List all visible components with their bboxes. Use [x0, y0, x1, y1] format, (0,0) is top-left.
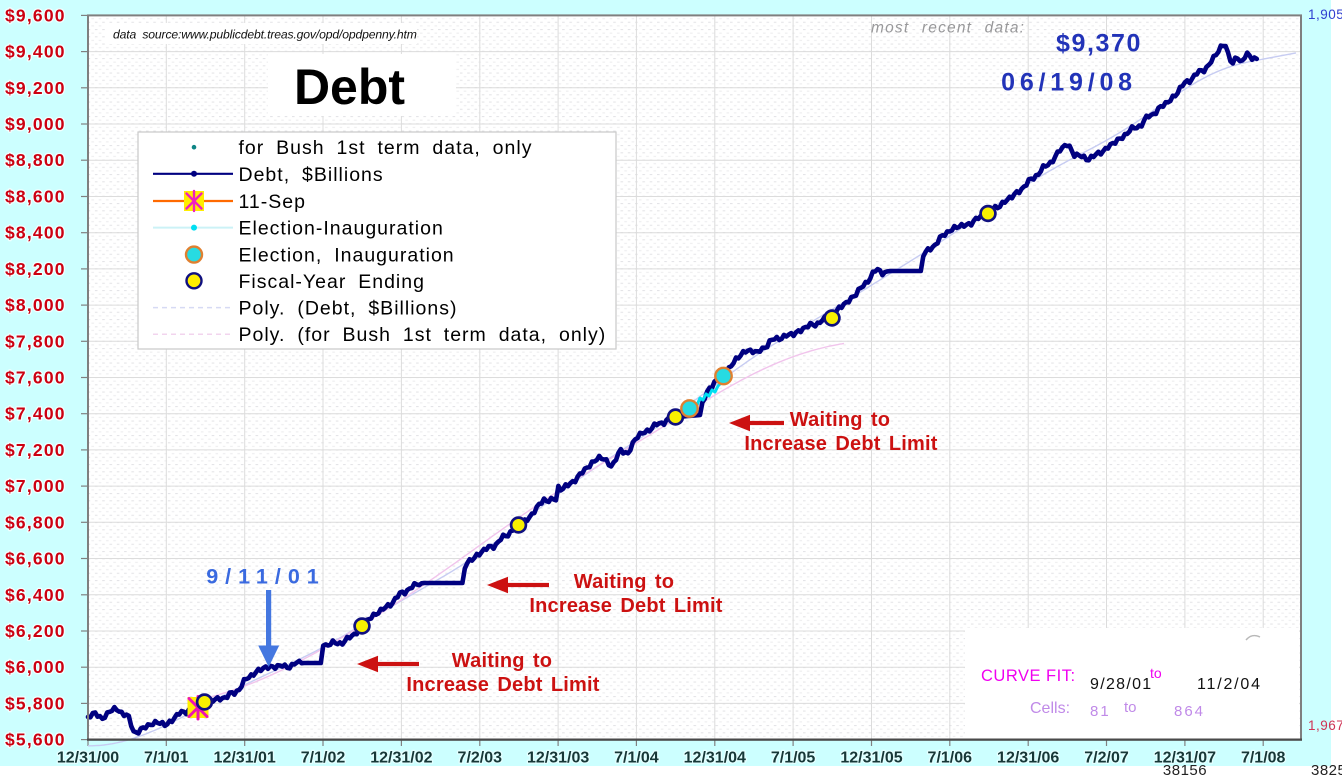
svg-text:for Bush 1st term data, only: for Bush 1st term data, only — [239, 137, 533, 159]
svg-text:12/31/07: 12/31/07 — [1154, 750, 1216, 767]
svg-text:11/2/04: 11/2/04 — [1197, 676, 1262, 693]
svg-text:7/1/01: 7/1/01 — [144, 750, 189, 767]
svg-text:38258: 38258 — [1311, 762, 1342, 776]
svg-text:1,967: 1,967 — [1308, 718, 1342, 733]
svg-text:$5,600: $5,600 — [5, 730, 66, 750]
svg-text:$8,600: $8,600 — [5, 187, 66, 207]
svg-text:$8,400: $8,400 — [5, 223, 66, 243]
svg-text:data source:www.publicdebt.tre: data source:www.publicdebt.treas.gov/opd… — [113, 28, 417, 42]
svg-text:Waiting to: Waiting to — [790, 409, 890, 431]
svg-text:7/2/07: 7/2/07 — [1084, 750, 1129, 767]
svg-text:Cells:: Cells: — [1030, 700, 1070, 717]
svg-text:7/1/08: 7/1/08 — [1241, 750, 1286, 767]
svg-text:$9,370: $9,370 — [1056, 30, 1142, 58]
svg-text:7/1/05: 7/1/05 — [771, 750, 816, 767]
svg-text:$6,600: $6,600 — [5, 549, 66, 569]
svg-text:to: to — [1150, 665, 1162, 681]
svg-text:06/19/08: 06/19/08 — [1001, 69, 1137, 97]
svg-text:Fiscal-Year Ending: Fiscal-Year Ending — [239, 271, 425, 293]
svg-text:81: 81 — [1090, 703, 1111, 720]
svg-text:7/1/04: 7/1/04 — [614, 750, 659, 767]
svg-text:$8,000: $8,000 — [5, 295, 66, 315]
svg-text:Debt: Debt — [294, 59, 405, 115]
svg-text:9/28/01: 9/28/01 — [1090, 676, 1152, 693]
svg-text:12/31/05: 12/31/05 — [840, 750, 902, 767]
svg-text:12/31/06: 12/31/06 — [997, 750, 1059, 767]
svg-text:$7,800: $7,800 — [5, 331, 66, 351]
svg-text:7/2/03: 7/2/03 — [458, 750, 503, 767]
svg-text:CURVE FIT:: CURVE FIT: — [981, 667, 1076, 685]
svg-text:$6,200: $6,200 — [5, 621, 66, 641]
svg-text:Increase Debt Limit: Increase Debt Limit — [406, 674, 599, 696]
svg-text:Increase Debt Limit: Increase Debt Limit — [529, 595, 722, 617]
svg-text:1,905: 1,905 — [1308, 7, 1342, 22]
svg-text:Debt, $Billions: Debt, $Billions — [239, 164, 384, 186]
svg-text:12/31/02: 12/31/02 — [370, 750, 432, 767]
svg-text:$8,200: $8,200 — [5, 259, 66, 279]
svg-text:$6,800: $6,800 — [5, 512, 66, 532]
svg-text:to: to — [1124, 699, 1137, 716]
svg-text:$7,000: $7,000 — [5, 476, 66, 496]
svg-text:Poly. (Debt, $Billions): Poly. (Debt, $Billions) — [239, 298, 458, 320]
svg-text:$7,600: $7,600 — [5, 368, 66, 388]
svg-text:$9,600: $9,600 — [5, 5, 66, 25]
svg-text:$9,000: $9,000 — [5, 114, 66, 134]
svg-text:$7,400: $7,400 — [5, 404, 66, 424]
svg-text:most recent data:: most recent data: — [871, 20, 1025, 37]
svg-text:38156: 38156 — [1163, 762, 1207, 776]
svg-text:Waiting to: Waiting to — [574, 571, 674, 593]
svg-text:$7,200: $7,200 — [5, 440, 66, 460]
svg-text:7/1/06: 7/1/06 — [928, 750, 973, 767]
svg-text:Election-Inauguration: Election-Inauguration — [239, 218, 444, 240]
svg-text:12/31/03: 12/31/03 — [527, 750, 589, 767]
svg-text:Increase Debt Limit: Increase Debt Limit — [744, 433, 937, 455]
svg-text:$9,400: $9,400 — [5, 42, 66, 62]
svg-text:Waiting to: Waiting to — [452, 650, 552, 672]
svg-text:7/1/02: 7/1/02 — [301, 750, 346, 767]
svg-text:12/31/00: 12/31/00 — [57, 750, 119, 767]
svg-text:12/31/04: 12/31/04 — [684, 750, 746, 767]
svg-text:$6,400: $6,400 — [5, 585, 66, 605]
svg-text:$9,200: $9,200 — [5, 78, 66, 98]
svg-text:$6,000: $6,000 — [5, 657, 66, 677]
svg-text:9/11/01: 9/11/01 — [206, 565, 326, 589]
svg-text:11-Sep: 11-Sep — [239, 191, 306, 213]
svg-text:$5,800: $5,800 — [5, 693, 66, 713]
svg-text:Poly. (for Bush 1st term data,: Poly. (for Bush 1st term data, only) — [239, 324, 607, 346]
svg-text:864: 864 — [1174, 703, 1205, 720]
svg-text:12/31/01: 12/31/01 — [214, 750, 276, 767]
svg-text:$8,800: $8,800 — [5, 150, 66, 170]
svg-text:Election, Inauguration: Election, Inauguration — [239, 245, 455, 267]
